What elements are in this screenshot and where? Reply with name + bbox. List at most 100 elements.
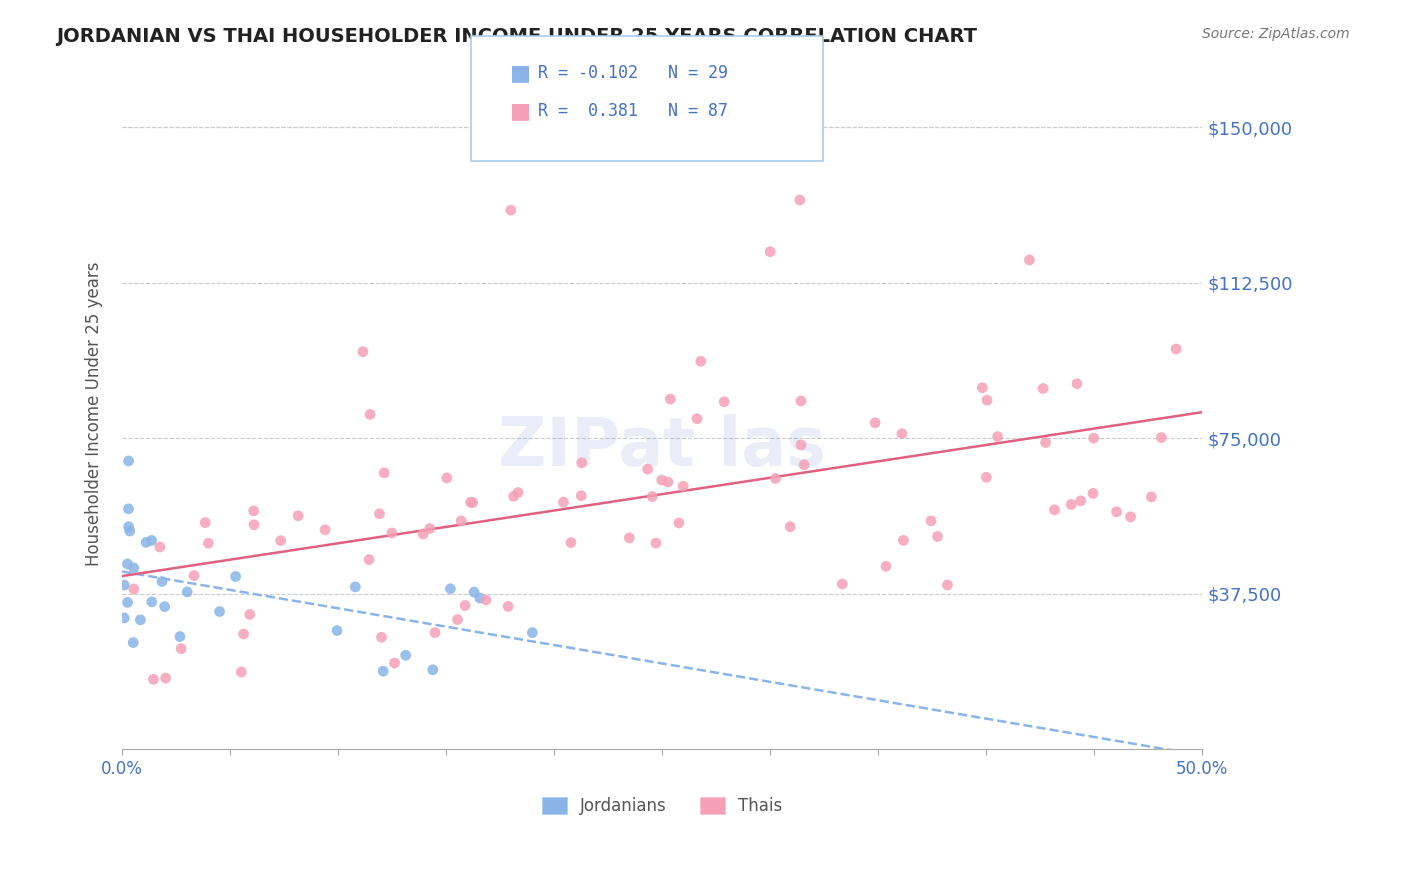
Point [668,516,690,530]
Point [423,625,446,640]
Point [117,519,139,533]
Point [506,485,529,500]
Point [155,671,177,685]
Point [976,470,998,484]
Point [461,495,484,509]
Point [569,489,592,503]
Point [759,244,782,259]
Point [395,648,418,663]
Point [412,527,434,541]
Y-axis label: Householder Income Under 25 years: Householder Income Under 25 years [86,261,103,566]
Text: R =  0.381   N = 87: R = 0.381 N = 87 [538,103,728,120]
Point [359,552,381,566]
Point [686,411,709,425]
Point [927,529,949,543]
Point [183,568,205,582]
Point [142,673,165,687]
Point [863,416,886,430]
Legend: Jordanians, Thais: Jordanians, Thais [534,790,789,822]
Point [1018,252,1040,267]
Point [314,523,336,537]
Point [496,599,519,614]
Point [439,582,461,596]
Point [1166,342,1188,356]
Point [129,613,152,627]
Point [571,456,593,470]
Point [122,582,145,596]
Point [972,381,994,395]
Point [170,641,193,656]
Point [553,495,575,509]
Point [875,559,897,574]
Point [793,458,815,472]
Point [1043,503,1066,517]
Point [790,438,813,452]
Point [790,394,813,409]
Point [117,595,139,609]
Point [1035,435,1057,450]
Point [117,557,139,571]
Point [373,466,395,480]
Point [122,635,145,649]
Point [153,599,176,614]
Point [936,578,959,592]
Point [122,561,145,575]
Point [150,574,173,589]
Point [645,536,668,550]
Text: Source: ZipAtlas.com: Source: ZipAtlas.com [1202,27,1350,41]
Point [419,522,441,536]
Point [270,533,292,548]
Point [651,473,673,487]
Point [384,656,406,670]
Point [197,536,219,550]
Point [112,578,135,592]
Point [436,471,458,485]
Point [344,580,367,594]
Point [112,611,135,625]
Text: ZIPat las: ZIPat las [498,414,827,480]
Point [118,524,141,538]
Point [326,624,349,638]
Point [231,665,253,679]
Point [522,625,544,640]
Point [232,627,254,641]
Point [641,490,664,504]
Point [987,429,1010,443]
Point [765,471,787,485]
Point [381,526,404,541]
Point [468,591,491,605]
Point [242,504,264,518]
Point [117,501,139,516]
Point [243,517,266,532]
Point [446,613,468,627]
Point [460,495,482,509]
Point [657,475,679,489]
Point [239,607,262,622]
Point [1119,509,1142,524]
Point [454,599,477,613]
Point [475,593,498,607]
Point [891,426,914,441]
Point [893,533,915,548]
Point [141,533,163,548]
Point [831,577,853,591]
Point [149,540,172,554]
Point [713,394,735,409]
Point [1081,486,1104,500]
Point [1066,376,1088,391]
Point [672,479,695,493]
Point [117,454,139,468]
Point [176,585,198,599]
Point [1083,431,1105,445]
Point [368,507,391,521]
Text: ■: ■ [510,102,531,121]
Point [422,663,444,677]
Point [920,514,942,528]
Text: ■: ■ [510,63,531,83]
Point [370,630,392,644]
Point [463,585,485,599]
Point [1150,431,1173,445]
Point [1070,493,1092,508]
Point [1032,382,1054,396]
Point [287,508,309,523]
